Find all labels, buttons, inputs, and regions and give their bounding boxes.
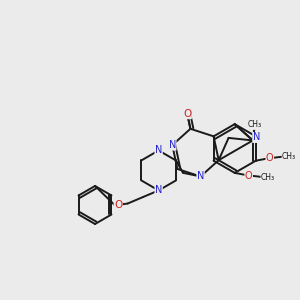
Text: O: O <box>183 109 191 119</box>
Text: CH₃: CH₃ <box>248 121 262 130</box>
Text: CH₃: CH₃ <box>282 152 296 161</box>
Text: N: N <box>253 133 260 142</box>
Text: N: N <box>197 171 204 181</box>
Text: N: N <box>155 185 162 195</box>
Text: O: O <box>245 171 253 181</box>
Text: N: N <box>155 146 162 155</box>
Text: N: N <box>169 140 176 150</box>
Text: O: O <box>114 200 122 210</box>
Text: O: O <box>266 153 274 163</box>
Text: CH₃: CH₃ <box>261 173 275 182</box>
